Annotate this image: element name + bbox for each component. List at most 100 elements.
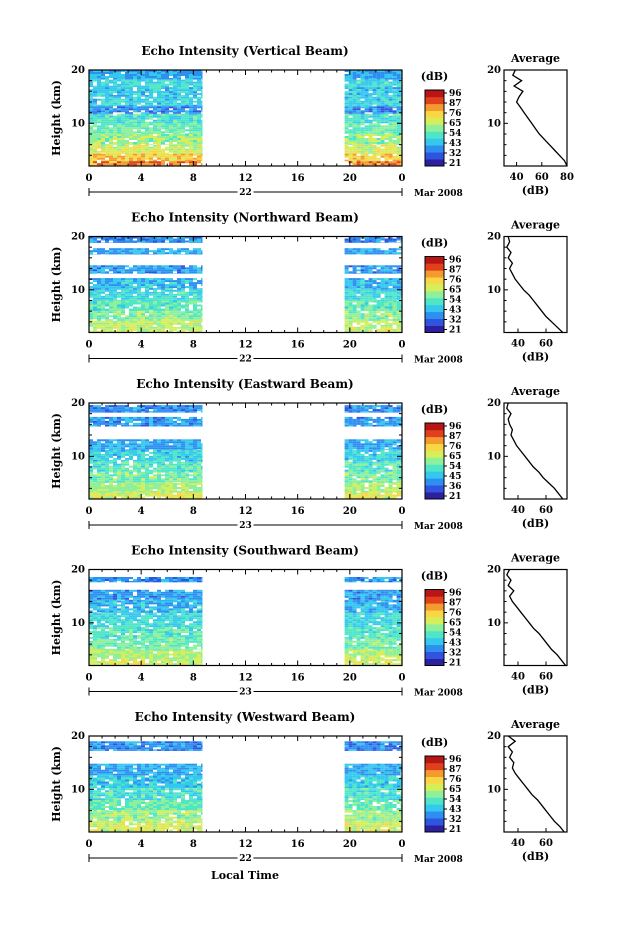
heatmap-cell xyxy=(145,424,149,427)
heatmap-cell xyxy=(356,286,361,289)
heatmap-cell xyxy=(185,422,189,425)
heatmap-cell xyxy=(137,125,141,128)
heatmap-cell xyxy=(157,238,161,241)
heatmap-cell xyxy=(89,119,93,122)
heatmap-cell xyxy=(169,110,173,113)
heatmap-cell xyxy=(89,144,93,147)
heatmap-cell xyxy=(129,322,133,325)
heatmap-cell xyxy=(201,163,203,166)
heatmap-cell xyxy=(356,110,361,113)
heatmap-cell xyxy=(173,472,177,475)
heatmap-cell xyxy=(101,282,105,285)
heatmap-cell xyxy=(157,476,161,479)
heatmap-cell xyxy=(392,159,397,162)
heatmap-cell xyxy=(173,83,177,86)
heatmap-cell xyxy=(388,87,393,90)
heatmap-cell xyxy=(137,278,141,281)
heatmap-cell xyxy=(101,273,105,274)
heatmap-cell xyxy=(400,302,402,305)
heatmap-cell xyxy=(384,299,389,301)
heatmap-cell xyxy=(197,471,201,473)
heatmap-cell xyxy=(189,159,193,162)
heatmap-cell xyxy=(93,306,97,309)
profile-title: Average xyxy=(510,52,560,65)
heatmap-cell xyxy=(125,476,129,479)
heatmap-cell xyxy=(392,146,397,149)
heatmap-cell xyxy=(133,449,137,450)
heatmap-cell xyxy=(161,284,165,287)
heatmap-cell xyxy=(348,136,353,138)
heatmap-cell xyxy=(189,416,193,419)
heatmap-cell xyxy=(380,280,385,283)
heatmap-cell xyxy=(372,265,377,268)
heatmap-cell xyxy=(97,78,101,80)
heatmap-cell xyxy=(105,322,109,325)
heatmap-cell xyxy=(400,273,402,274)
heatmap-cell xyxy=(117,308,121,311)
heatmap-cell xyxy=(109,70,113,72)
heatmap-cell xyxy=(173,320,177,323)
heatmap-cell xyxy=(149,271,153,274)
heatmap-cell xyxy=(101,476,105,479)
heatmap-cell xyxy=(113,240,117,243)
heatmap-cell xyxy=(121,304,125,307)
heatmap-cell xyxy=(344,308,349,311)
heatmap-cell xyxy=(372,72,377,74)
heatmap-cell xyxy=(129,238,133,241)
heatmap-cell xyxy=(105,102,109,105)
heatmap-cell xyxy=(153,282,157,285)
heatmap-cell xyxy=(149,422,153,425)
heatmap-cell xyxy=(396,159,401,162)
heatmap-cell xyxy=(133,322,137,325)
heatmap-cell xyxy=(109,129,113,132)
heatmap-cell xyxy=(364,308,369,311)
heatmap-cell xyxy=(101,267,105,270)
heatmap-cell xyxy=(197,70,201,72)
heatmap-cell xyxy=(181,95,185,97)
heatmap-cell xyxy=(177,117,181,120)
colorbar-swatch xyxy=(425,131,444,139)
heatmap-cell xyxy=(121,463,125,466)
heatmap-cell xyxy=(105,134,109,136)
heatmap-cell xyxy=(360,152,365,154)
heatmap-cell xyxy=(93,115,97,118)
heatmap-cell xyxy=(376,311,381,314)
heatmap-cell xyxy=(193,74,197,76)
heatmap-cell xyxy=(177,465,181,468)
heatmap-cell xyxy=(364,295,369,298)
heatmap-cell xyxy=(117,142,121,144)
heatmap-cell xyxy=(145,113,149,116)
heatmap-cell xyxy=(181,449,185,450)
heatmap-cell xyxy=(125,142,129,144)
heatmap-cell xyxy=(89,140,93,142)
heatmap-cell xyxy=(145,306,149,309)
heatmap-cell xyxy=(109,115,113,118)
heatmap-cell xyxy=(133,308,137,311)
heatmap-cell xyxy=(173,443,177,446)
heatmap-cell xyxy=(173,463,177,466)
heatmap-cell xyxy=(352,115,357,118)
heatmap-cell xyxy=(157,422,161,425)
heatmap-cell xyxy=(185,134,189,136)
heatmap-cell xyxy=(117,304,121,307)
heatmap-cell xyxy=(153,319,157,321)
heatmap-cell xyxy=(121,85,125,88)
heatmap-cell xyxy=(400,91,402,94)
heatmap-cell xyxy=(193,271,197,274)
heatmap-cell xyxy=(177,317,181,320)
heatmap-cell xyxy=(201,422,203,425)
heatmap-cell xyxy=(344,250,349,253)
heatmap-cell xyxy=(348,288,353,290)
heatmap-cell xyxy=(177,95,181,97)
heatmap-cell xyxy=(384,317,389,320)
heatmap-cell xyxy=(149,451,153,454)
heatmap-cell xyxy=(97,483,101,485)
heatmap-cell xyxy=(113,420,117,423)
heatmap-cell xyxy=(177,293,181,296)
heatmap-cell xyxy=(137,153,141,156)
heatmap-cell xyxy=(113,157,117,160)
heatmap-cell xyxy=(388,121,393,124)
heatmap-cell xyxy=(165,299,169,301)
heatmap-cell xyxy=(368,146,373,149)
heatmap-cell xyxy=(372,278,377,281)
